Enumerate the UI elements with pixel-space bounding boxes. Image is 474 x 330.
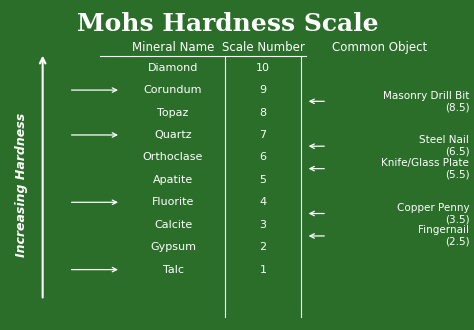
Text: Talc: Talc (163, 265, 183, 275)
Text: Gypsum: Gypsum (150, 242, 196, 252)
Text: 2: 2 (259, 242, 267, 252)
Text: Knife/Glass Plate
(5.5): Knife/Glass Plate (5.5) (382, 158, 469, 180)
Text: 10: 10 (256, 63, 270, 73)
Text: Fluorite: Fluorite (152, 197, 194, 207)
Text: Corundum: Corundum (144, 85, 202, 95)
Text: Mohs Hardness Scale: Mohs Hardness Scale (77, 12, 378, 36)
Text: 7: 7 (259, 130, 267, 140)
Text: Common Object: Common Object (332, 41, 427, 54)
Text: Diamond: Diamond (148, 63, 198, 73)
Text: 3: 3 (260, 220, 266, 230)
Text: Mineral Name: Mineral Name (132, 41, 214, 54)
Text: Masonry Drill Bit
(8.5): Masonry Drill Bit (8.5) (383, 90, 469, 112)
Text: Scale Number: Scale Number (222, 41, 304, 54)
Text: Apatite: Apatite (153, 175, 193, 185)
Text: Copper Penny
(3.5): Copper Penny (3.5) (397, 203, 469, 224)
Text: Steel Nail
(6.5): Steel Nail (6.5) (419, 135, 469, 157)
Text: 1: 1 (260, 265, 266, 275)
Text: 6: 6 (260, 152, 266, 162)
Text: 4: 4 (259, 197, 267, 207)
Text: Orthoclase: Orthoclase (143, 152, 203, 162)
Text: 9: 9 (259, 85, 267, 95)
Text: Fingernail
(2.5): Fingernail (2.5) (418, 225, 469, 247)
Text: Topaz: Topaz (157, 108, 189, 117)
Text: 8: 8 (259, 108, 267, 117)
Text: Increasing Hardness: Increasing Hardness (15, 113, 28, 257)
Text: 5: 5 (260, 175, 266, 185)
Text: Calcite: Calcite (154, 220, 192, 230)
Text: Quartz: Quartz (154, 130, 192, 140)
